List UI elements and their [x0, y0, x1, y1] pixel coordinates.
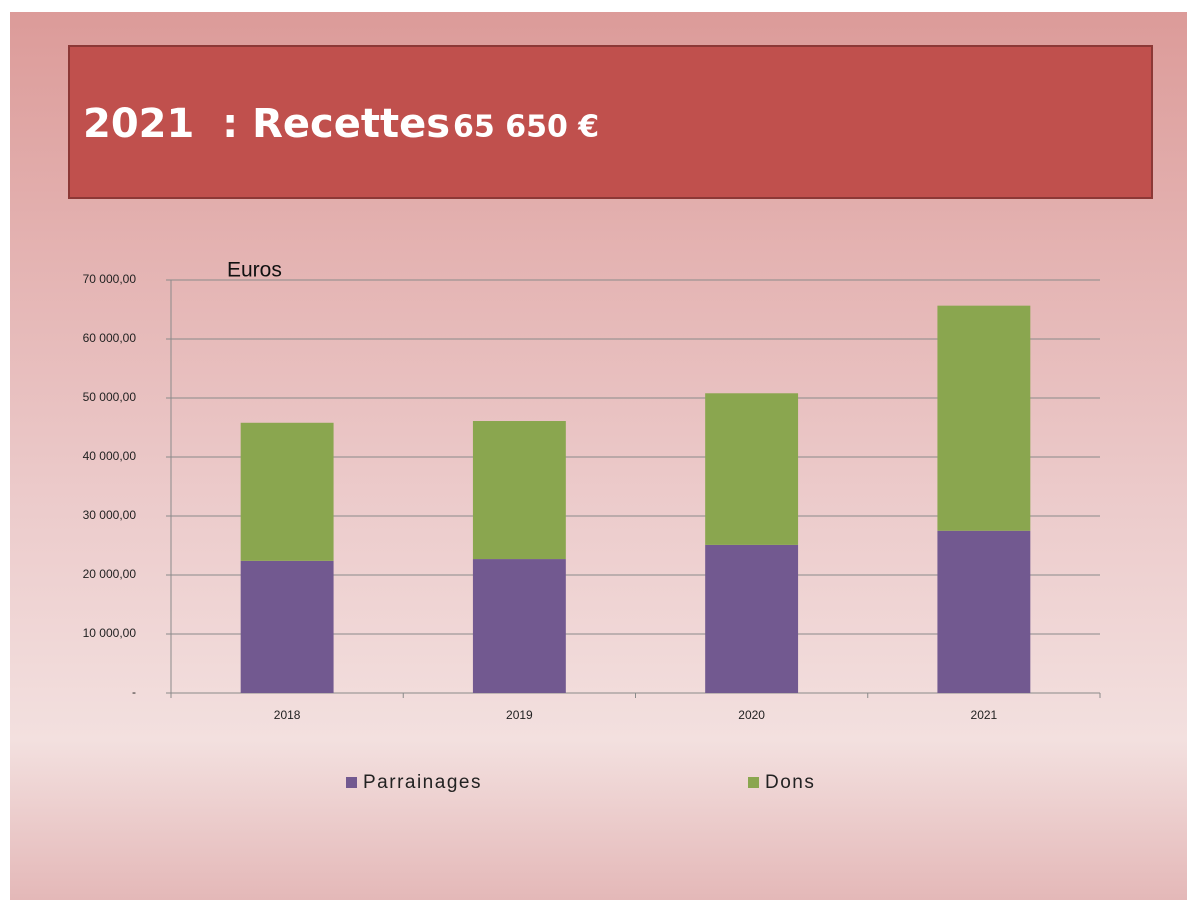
bar-segment	[937, 530, 1031, 693]
title-amount: 65 650 €	[453, 110, 599, 145]
title-banner	[68, 45, 1153, 199]
y-tick-label: 60 000,00	[83, 331, 137, 345]
legend-swatch	[346, 777, 357, 788]
y-tick-label: 50 000,00	[83, 390, 137, 404]
bar-segment	[240, 560, 334, 693]
bar-segment	[240, 422, 334, 561]
y-tick-label: 40 000,00	[83, 449, 137, 463]
bar-segment	[937, 305, 1031, 531]
legend-label: Dons	[765, 772, 815, 793]
bar-segment	[472, 559, 566, 693]
legend-swatch	[748, 777, 759, 788]
bar-segment	[705, 544, 799, 693]
bar-segment	[472, 421, 566, 560]
x-tick-label: 2019	[506, 708, 533, 722]
x-tick-label: 2018	[274, 708, 301, 722]
y-tick-label: 70 000,00	[83, 272, 137, 286]
y-axis-label: Euros	[227, 259, 282, 282]
bar-segment	[705, 393, 799, 545]
y-tick-label: 10 000,00	[83, 626, 137, 640]
plot: - 10 000,00 20 000,00 30 000,00 40 000,00 50 …	[83, 272, 1101, 793]
y-tick-label: 30 000,00	[83, 508, 137, 522]
x-tick-label: 2020	[738, 708, 765, 722]
chart-title: 2021 : Recettes	[83, 101, 450, 147]
x-tick-label: 2021	[971, 708, 998, 722]
y-tick-label: 20 000,00	[83, 567, 137, 581]
y-tick-label: -	[132, 685, 136, 699]
legend-label: Parrainages	[363, 772, 482, 793]
